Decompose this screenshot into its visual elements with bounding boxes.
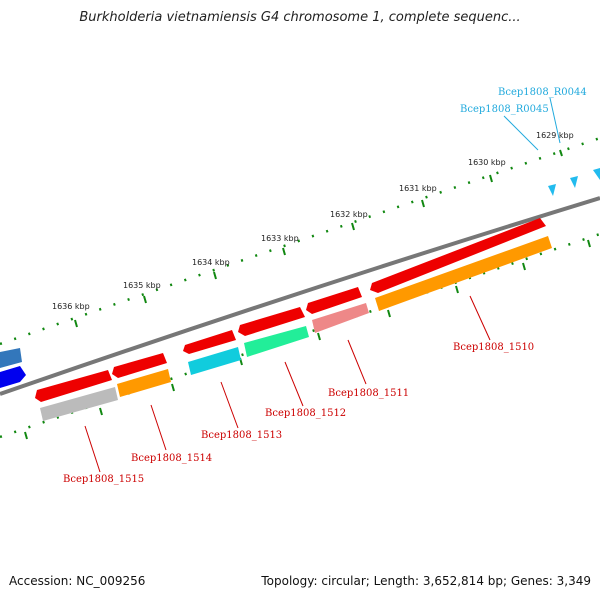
partial-gene-blue-lower[interactable] xyxy=(0,366,26,388)
tick-label-1630: 1630 kbp xyxy=(468,158,506,167)
tick-label-1633: 1633 kbp xyxy=(261,234,299,243)
gene-1514-forward[interactable] xyxy=(112,353,167,378)
gene-1513-reverse[interactable] xyxy=(188,347,241,375)
gene-1515-forward[interactable] xyxy=(35,370,112,402)
chromosome-backbone xyxy=(0,196,600,396)
gene-label-1514: Bcep1808_1514 xyxy=(131,453,212,464)
gene-1511-forward[interactable] xyxy=(306,287,362,314)
gene-1510-forward[interactable] xyxy=(370,218,546,293)
rna-feature-r0044[interactable] xyxy=(570,176,578,188)
gene-1512-reverse[interactable] xyxy=(244,326,309,357)
gene-1511-reverse[interactable] xyxy=(312,303,369,333)
label-leaders xyxy=(84,295,491,473)
genome-info-text: Topology: circular; Length: 3,652,814 bp… xyxy=(261,574,591,588)
tick-label-1632: 1632 kbp xyxy=(330,210,368,219)
map-title: Burkholderia vietnamiensis G4 chromosome… xyxy=(79,10,521,25)
gene-label-1515: Bcep1808_1515 xyxy=(63,474,144,485)
tick-label-1635: 1635 kbp xyxy=(123,281,161,290)
gene-label-1513: Bcep1808_1513 xyxy=(201,430,282,441)
gene-label-1510: Bcep1808_1510 xyxy=(453,342,534,353)
forward-genes xyxy=(35,218,546,402)
rna-label-r0045: Bcep1808_R0045 xyxy=(460,104,549,115)
tick-label-1631: 1631 kbp xyxy=(399,184,437,193)
gene-label-1512: Bcep1808_1512 xyxy=(265,408,346,419)
rna-leaders xyxy=(503,97,561,151)
partial-gene-blue-upper[interactable] xyxy=(0,348,22,368)
gene-1514-reverse[interactable] xyxy=(117,369,171,397)
rna-feature-r0043[interactable] xyxy=(593,168,600,180)
tick-label-1636: 1636 kbp xyxy=(52,302,90,311)
rna-feature-r0045[interactable] xyxy=(548,184,556,196)
gene-label-1511: Bcep1808_1511 xyxy=(328,388,409,399)
gene-1512-forward[interactable] xyxy=(238,307,305,336)
gene-1513-forward[interactable] xyxy=(183,330,236,354)
tick-label-1634: 1634 kbp xyxy=(192,258,230,267)
rna-label-r0044: Bcep1808_R0044 xyxy=(498,87,587,98)
gene-1515-reverse[interactable] xyxy=(40,387,118,421)
reverse-genes xyxy=(40,236,552,421)
major-ticks xyxy=(74,149,563,328)
gene-1510-reverse[interactable] xyxy=(375,236,552,311)
tick-label-1629: 1629 kbp xyxy=(536,131,574,140)
reverse-major-ticks xyxy=(24,239,591,440)
accession-text: Accession: NC_009256 xyxy=(9,574,146,588)
